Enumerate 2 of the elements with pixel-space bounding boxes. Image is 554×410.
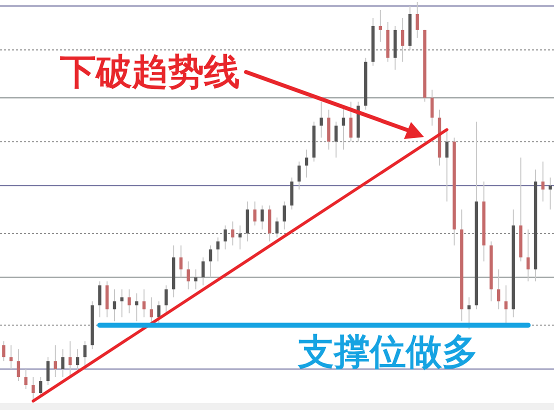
annotation: 支撑位做多	[298, 332, 478, 373]
annotation: 下破趋势线	[60, 52, 240, 93]
